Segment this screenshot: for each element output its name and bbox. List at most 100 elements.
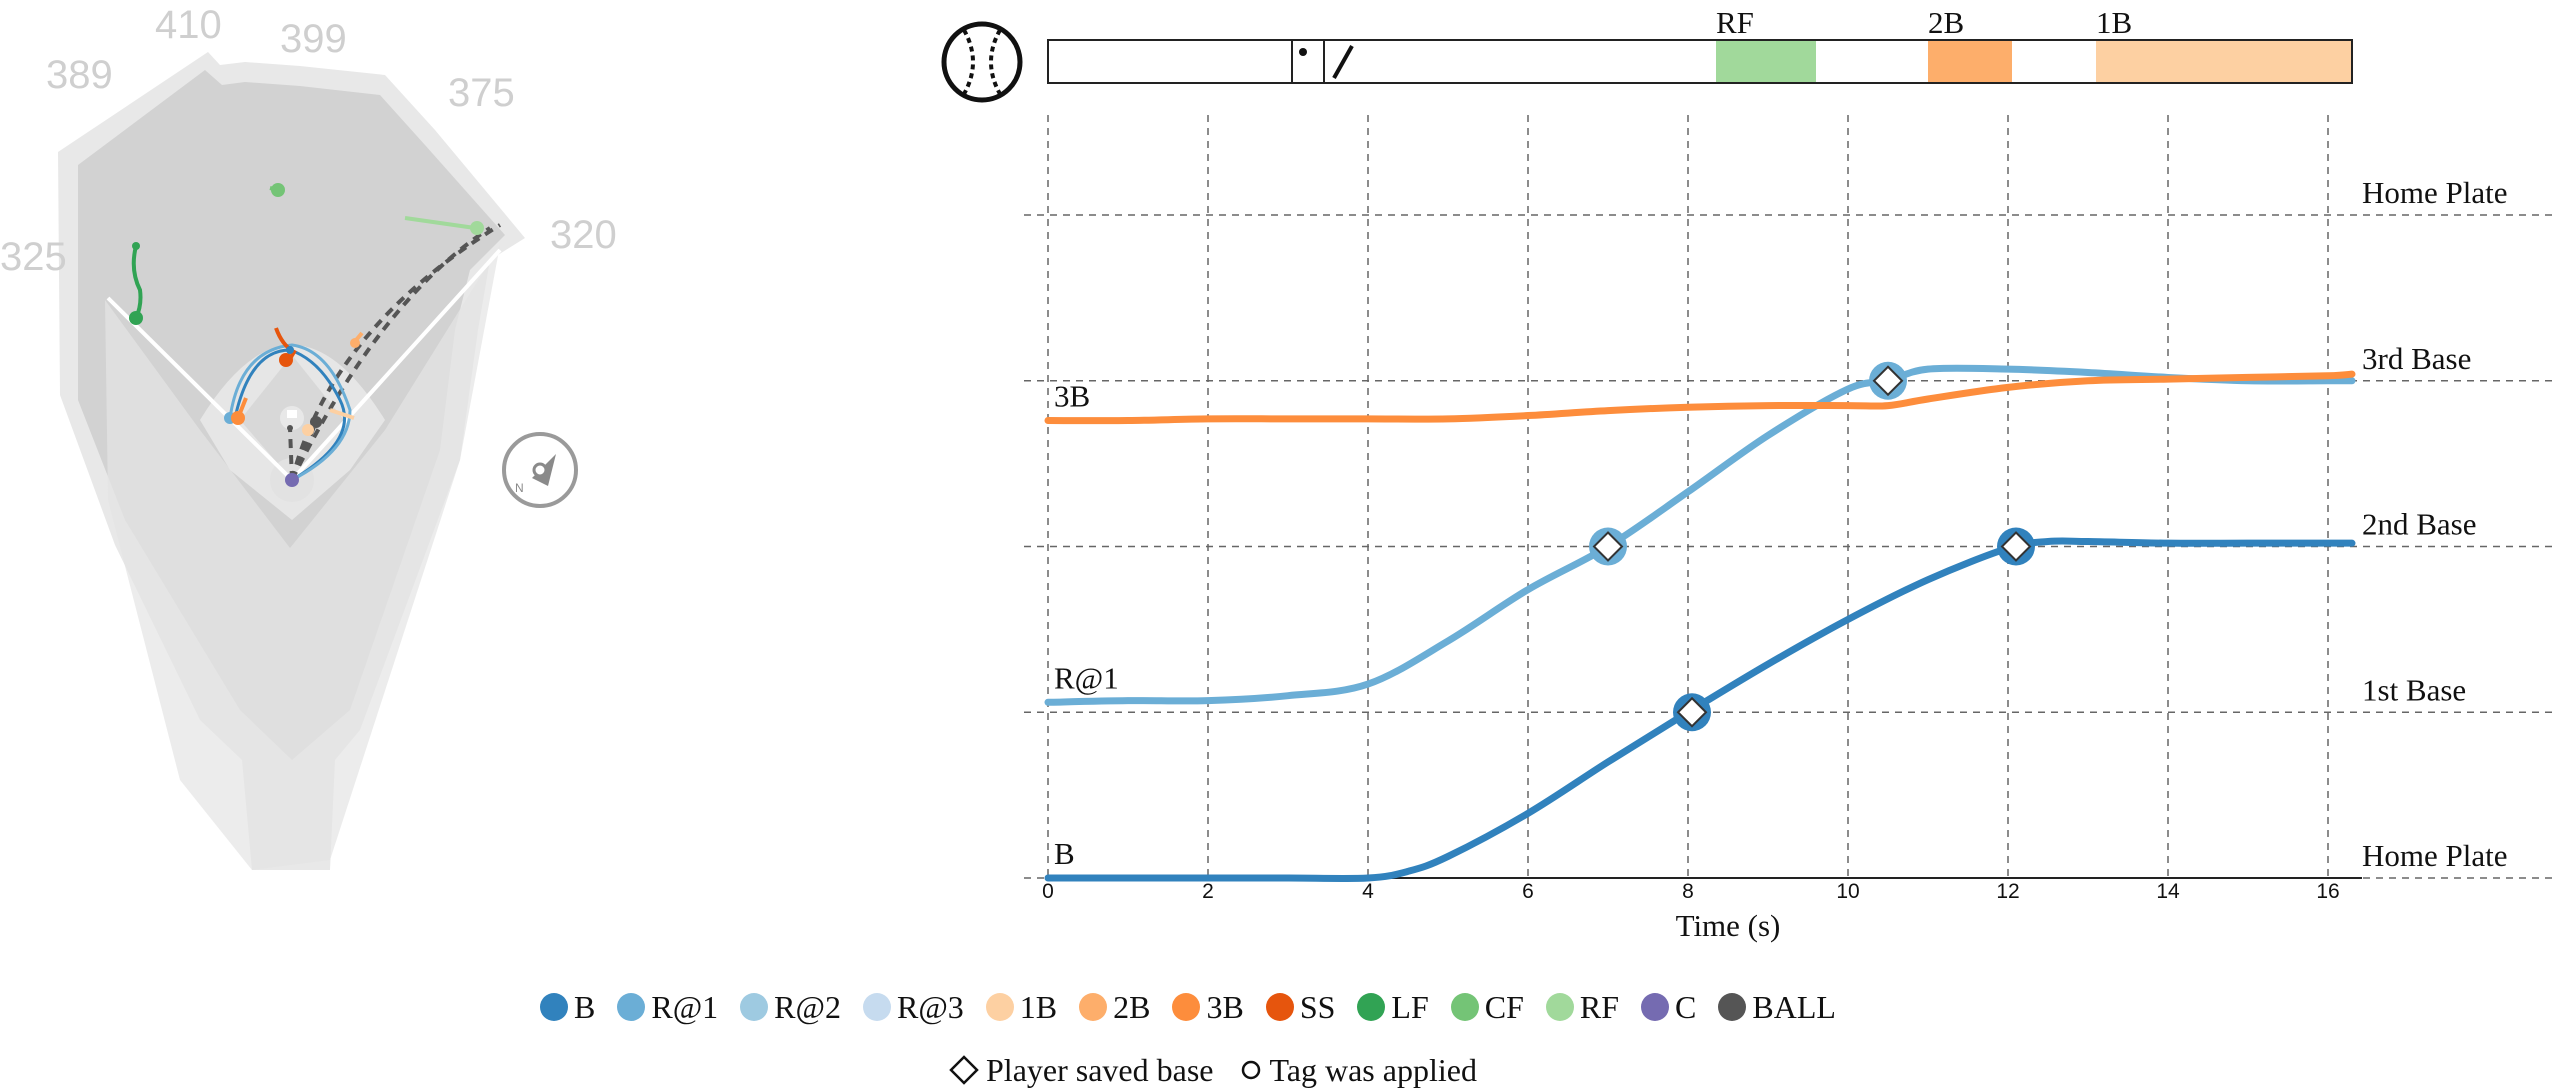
fielder-path-ss bbox=[274, 327, 297, 364]
series-line bbox=[1044, 370, 2356, 425]
base-label: Home Plate bbox=[2362, 838, 2508, 873]
legend-label: 3B bbox=[1206, 988, 1244, 1025]
runner-path-b bbox=[233, 348, 346, 482]
fielder-marker bbox=[470, 221, 484, 235]
legend: B R@1 R@2 R@3 1B 2B 3B SS LF CF RF C BALL bbox=[540, 985, 2000, 1029]
left-foul-line bbox=[106, 296, 294, 482]
fielder-marker bbox=[285, 473, 299, 487]
legend-swatch bbox=[1545, 993, 1574, 1021]
legend-item: B bbox=[540, 989, 595, 1026]
x-tick-label: 10 bbox=[1836, 880, 1859, 903]
legend-swatch bbox=[1718, 993, 1747, 1021]
x-tick-label: 8 bbox=[1682, 880, 1694, 903]
legend-swatch bbox=[1079, 993, 1108, 1021]
legend-label: R@1 bbox=[651, 988, 719, 1025]
distance-label: 389 bbox=[46, 53, 113, 97]
saved-base-marker bbox=[1872, 365, 1904, 397]
legend-swatch bbox=[1357, 993, 1386, 1021]
legend-item: 3B bbox=[1172, 988, 1244, 1026]
legend-item: LF bbox=[1357, 988, 1429, 1026]
series-label: R@1 bbox=[1054, 660, 1119, 695]
legend-item: CF bbox=[1450, 988, 1524, 1026]
timeline-event bbox=[1928, 40, 2012, 83]
legend-swatch bbox=[540, 993, 568, 1021]
fielder-marker bbox=[350, 338, 360, 348]
fielder-marker bbox=[302, 424, 314, 436]
timeline-event-label: 2B bbox=[1928, 5, 1964, 40]
legend-item: RF bbox=[1545, 988, 1620, 1026]
legend-label: R@3 bbox=[896, 988, 964, 1025]
legend-item: R@2 bbox=[740, 989, 841, 1026]
fielder-path-1b bbox=[329, 408, 355, 420]
legend-label: RF bbox=[1579, 988, 1620, 1025]
timeline-bar bbox=[1047, 39, 2353, 84]
compass-center bbox=[532, 462, 548, 478]
legend-label: 1B bbox=[1019, 988, 1058, 1025]
timeline-event-label: 1B bbox=[2096, 5, 2132, 40]
x-tick-label: 6 bbox=[1522, 880, 1534, 903]
legend-swatch bbox=[1172, 993, 1201, 1021]
timeline-event bbox=[2096, 40, 2352, 83]
right-foul-line bbox=[290, 248, 502, 482]
footnote-saved-label: Player saved base bbox=[986, 1051, 1214, 1088]
legend-label: BALL bbox=[1752, 988, 1836, 1025]
circle-icon bbox=[1242, 1060, 1261, 1080]
chart-area: 0 2 4 6 8 10 12 14 16 Home Plate 1st Base 2nd Base 3… bbox=[941, 5, 2552, 943]
footnote-tag: Tag was applied bbox=[1239, 1051, 1477, 1089]
distance-label: 410 bbox=[155, 3, 222, 47]
second-base-marker bbox=[287, 410, 297, 418]
field-diagram: 410 399 389 375 325 320 N bbox=[0, 3, 617, 870]
saved-base-marker bbox=[2000, 531, 2032, 562]
saved-base-marker bbox=[1592, 531, 1624, 562]
ball-trajectory bbox=[290, 223, 502, 481]
timeline-event-label: RF bbox=[1716, 5, 1754, 40]
base-label: 2nd Base bbox=[2362, 507, 2477, 542]
ball-marker bbox=[310, 416, 322, 428]
legend-item: 2B bbox=[1079, 989, 1150, 1026]
legend-item: 1B bbox=[985, 988, 1058, 1026]
legend-swatch bbox=[617, 993, 646, 1021]
baseball-icon bbox=[941, 21, 1023, 103]
legend-label: B bbox=[574, 988, 596, 1025]
footnote-tag-label: Tag was applied bbox=[1269, 1051, 1477, 1088]
series-line bbox=[1044, 537, 2356, 882]
legend-item: R@3 bbox=[862, 988, 964, 1026]
legend-swatch bbox=[740, 993, 769, 1021]
legend-item: R@1 bbox=[617, 989, 718, 1026]
x-tick-label: 2 bbox=[1202, 880, 1214, 903]
distance-label: 320 bbox=[550, 213, 617, 257]
base-label: Home Plate bbox=[2362, 175, 2508, 210]
legend-label: 2B bbox=[1113, 988, 1151, 1025]
fielder-marker bbox=[231, 411, 245, 425]
x-tick-label: 12 bbox=[1996, 880, 2019, 903]
base-label: 3rd Base bbox=[2362, 341, 2471, 376]
diamond-icon bbox=[949, 1055, 979, 1085]
x-axis-title: Time (s) bbox=[1676, 908, 1781, 943]
series-label: 3B bbox=[1054, 379, 1090, 414]
distance-label: 399 bbox=[280, 17, 347, 61]
ball-trajectory bbox=[288, 427, 294, 481]
compass-letter: N bbox=[515, 481, 524, 495]
distance-label: 325 bbox=[0, 235, 67, 279]
legend-label: C bbox=[1675, 988, 1697, 1025]
ball-marker bbox=[287, 425, 293, 431]
legend-swatch bbox=[1641, 993, 1670, 1021]
swing-slash bbox=[1332, 45, 1354, 79]
fielder-path-lf bbox=[131, 245, 143, 319]
fielder-marker bbox=[279, 353, 293, 367]
legend-label: CF bbox=[1484, 988, 1524, 1025]
legend-item: BALL bbox=[1718, 989, 1836, 1026]
distance-label: 375 bbox=[448, 71, 515, 115]
fielder-path-rf bbox=[404, 216, 476, 230]
legend-label: LF bbox=[1391, 988, 1429, 1025]
compass-icon bbox=[502, 432, 578, 508]
x-tick-label: 14 bbox=[2156, 880, 2180, 903]
fielder-marker bbox=[129, 311, 143, 325]
legend-label: SS bbox=[1299, 988, 1336, 1025]
compass-control[interactable]: N bbox=[502, 432, 578, 508]
foul-territory bbox=[105, 245, 500, 870]
ball-trajectory bbox=[290, 226, 492, 481]
x-tick-label: 4 bbox=[1362, 880, 1374, 903]
legend-item: SS bbox=[1265, 988, 1336, 1026]
footnote-saved: Player saved base bbox=[948, 1052, 1213, 1089]
